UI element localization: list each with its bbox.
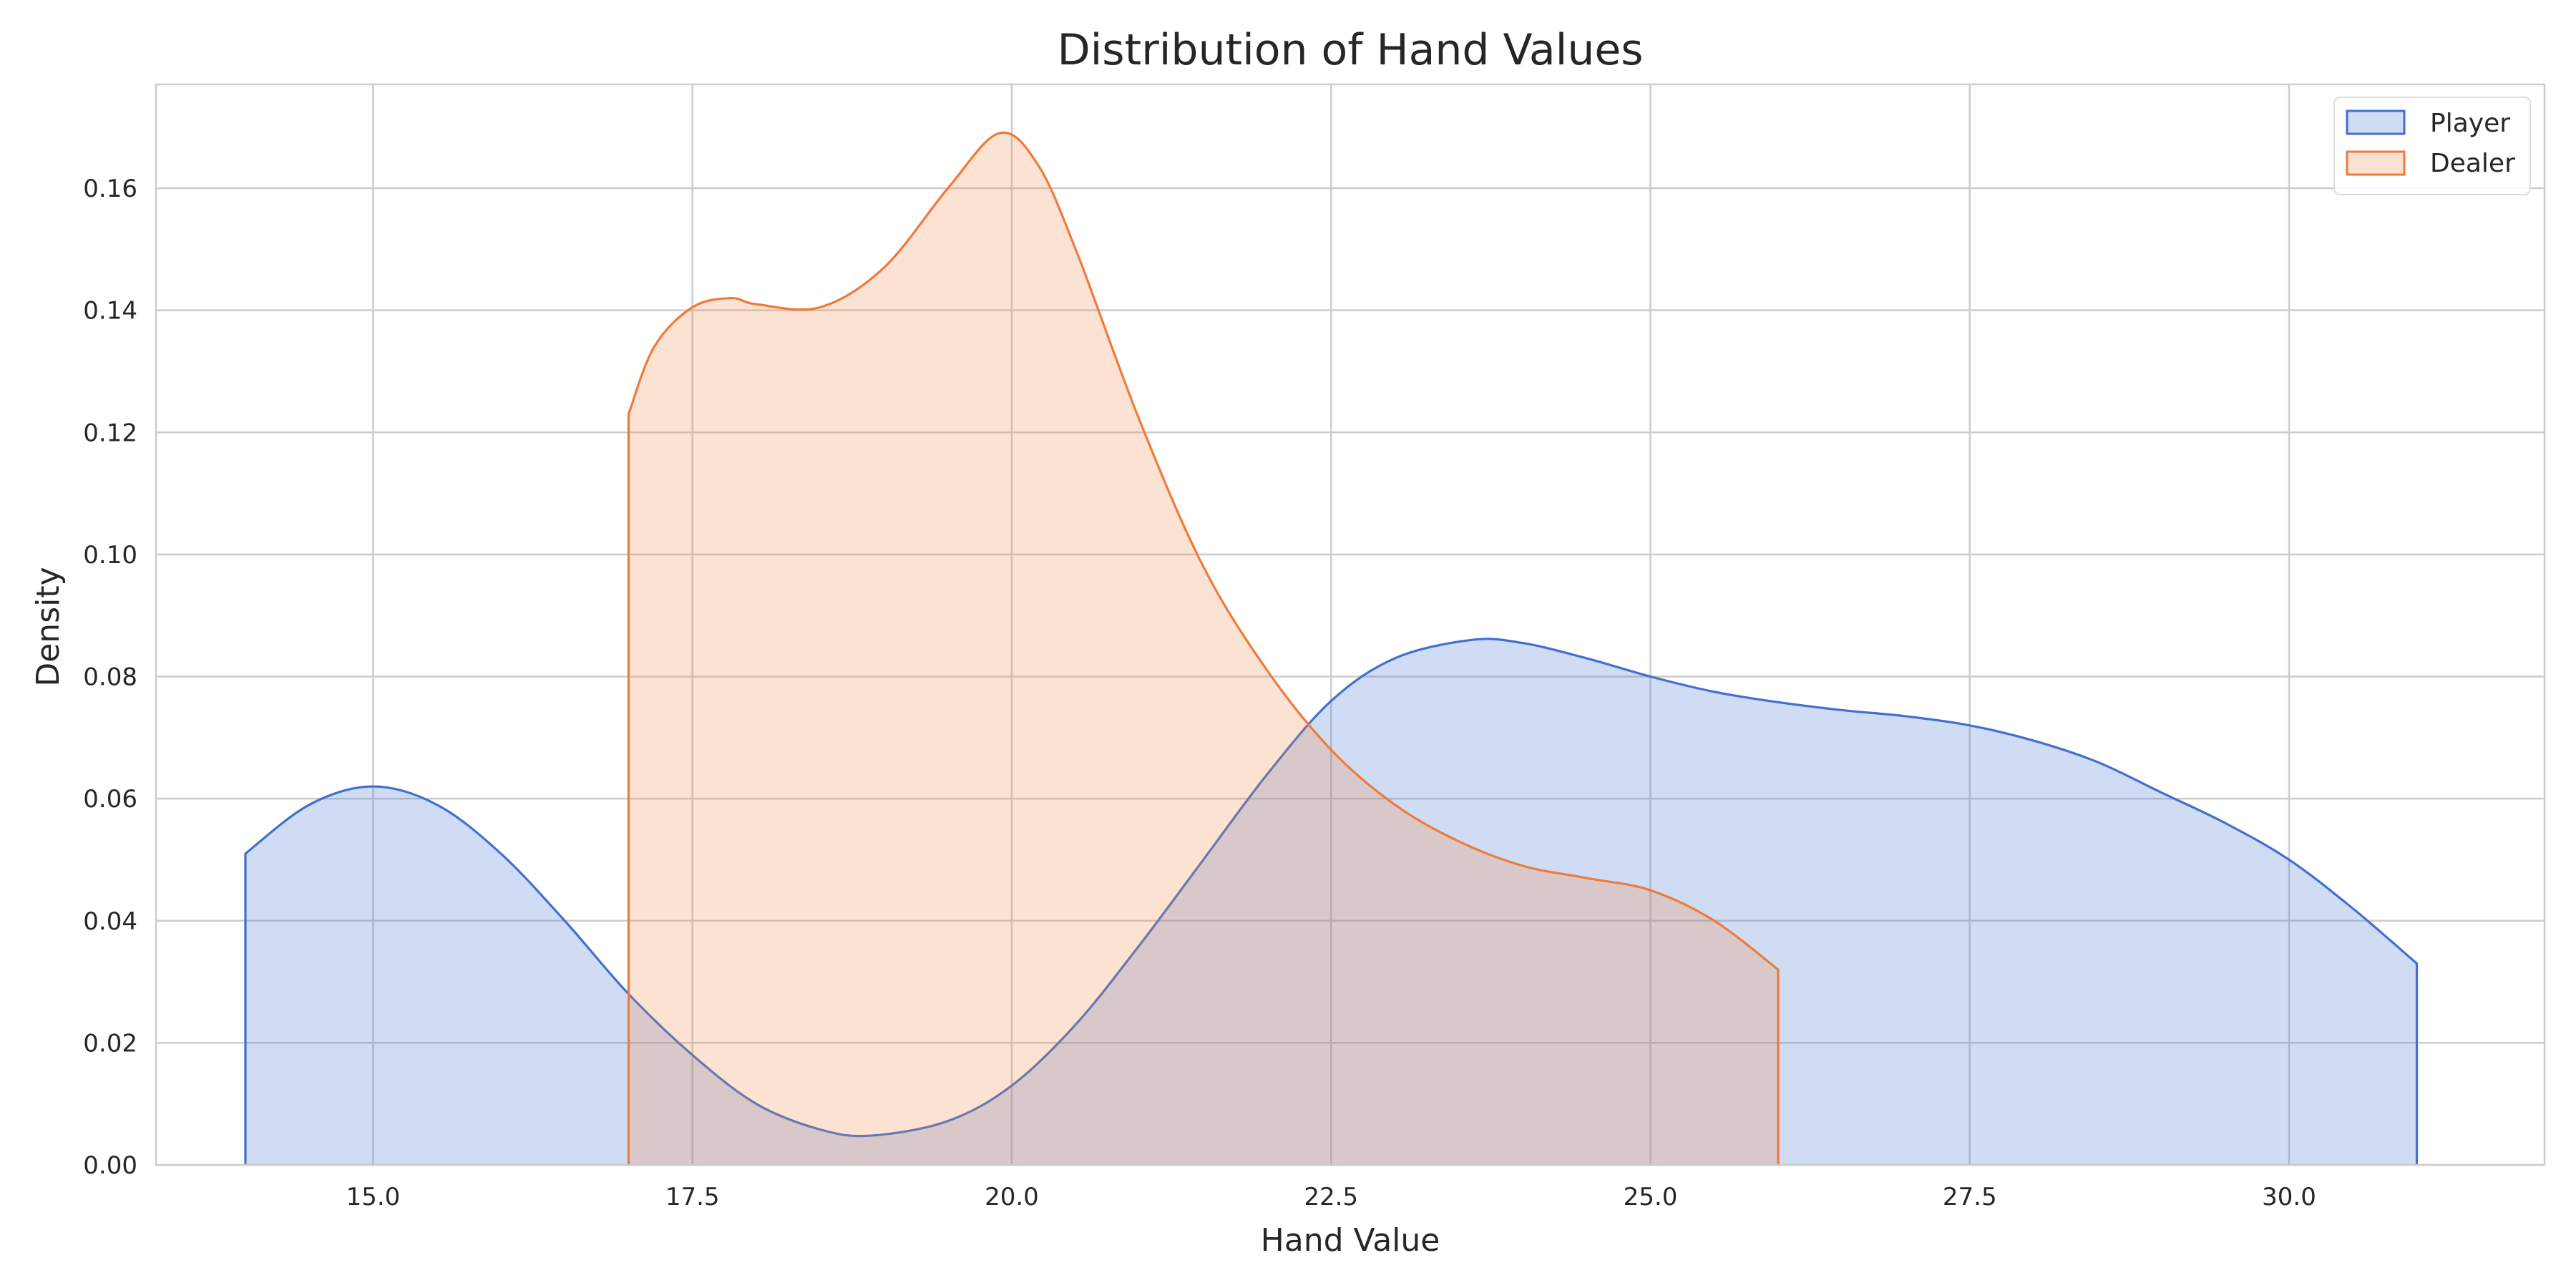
- y-tick-label: 0.12: [83, 419, 137, 447]
- legend-swatch-player: [2346, 109, 2406, 135]
- x-tick-label: 25.0: [1624, 1183, 1678, 1211]
- player-density-area: [245, 638, 2417, 1165]
- x-axis-title: Hand Value: [1261, 1222, 1440, 1259]
- y-tick-label: 0.04: [83, 907, 137, 936]
- legend-label-player: Player: [2430, 109, 2510, 138]
- y-tick-label: 0.00: [83, 1151, 137, 1180]
- legend-swatch-dealer: [2346, 150, 2406, 176]
- legend: Player Dealer: [2333, 97, 2531, 195]
- y-axis-title: Density: [30, 567, 67, 686]
- x-tick-label: 30.0: [2262, 1183, 2316, 1211]
- y-tick-label: 0.06: [83, 785, 137, 814]
- chart-title: Distribution of Hand Values: [1057, 25, 1643, 75]
- x-tick-labels: 15.0 17.5 20.0 22.5 25.0 27.5 30.0: [346, 1183, 2316, 1211]
- x-tick-label: 20.0: [985, 1183, 1039, 1211]
- y-tick-labels: 0.00 0.02 0.04 0.06 0.08 0.10 0.12 0.14 0.16: [83, 175, 137, 1180]
- player-density-line: [244, 638, 2419, 1165]
- plot-frame: [155, 83, 2546, 1166]
- dealer-density-line: [627, 131, 1780, 1165]
- y-tick-label: 0.16: [83, 175, 137, 203]
- x-tick-label: 22.5: [1304, 1183, 1358, 1211]
- legend-frame: [2333, 97, 2531, 195]
- x-tick-label: 17.5: [665, 1183, 720, 1211]
- y-tick-label: 0.08: [83, 663, 137, 692]
- x-tick-label: 15.0: [346, 1183, 401, 1211]
- y-tick-label: 0.10: [83, 541, 137, 570]
- legend-label-dealer: Dealer: [2430, 149, 2515, 178]
- y-tick-label: 0.02: [83, 1029, 137, 1058]
- y-tick-label: 0.14: [83, 297, 137, 326]
- dealer-density-area: [628, 132, 1778, 1166]
- series-layer: [244, 131, 2419, 1166]
- x-tick-label: 27.5: [1943, 1183, 1997, 1211]
